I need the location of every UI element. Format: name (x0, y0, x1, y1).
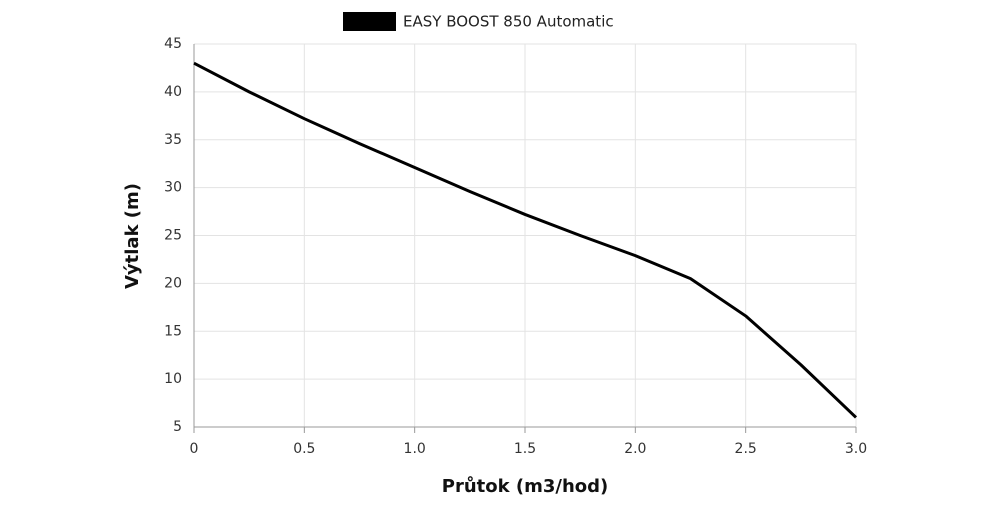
y-tick-label: 5 (173, 419, 182, 435)
x-tick-label: 2.0 (624, 441, 646, 457)
x-tick-label: 0 (190, 441, 199, 457)
y-axis-title: Výtlak (m) (122, 183, 143, 289)
x-tick-label: 0.5 (293, 441, 315, 457)
y-tick-label: 45 (164, 36, 182, 52)
y-tick-label: 35 (164, 132, 182, 148)
x-tick-label: 1.5 (514, 441, 536, 457)
legend-swatch (343, 12, 396, 31)
x-tick-label: 1.0 (404, 441, 426, 457)
x-tick-label: 2.5 (735, 441, 757, 457)
series-line (193, 61, 858, 419)
y-tick-label: 10 (164, 371, 182, 387)
y-tick-label: 40 (164, 84, 182, 100)
x-tick-label: 3.0 (845, 441, 867, 457)
y-tick-label: 20 (164, 275, 182, 291)
y-tick-label: 30 (164, 180, 182, 196)
legend-label: EASY BOOST 850 Automatic (403, 13, 614, 31)
y-tick-label: 25 (164, 228, 182, 244)
x-axis-title: Průtok (m3/hod) (442, 475, 608, 497)
y-tick-label: 15 (164, 323, 182, 339)
